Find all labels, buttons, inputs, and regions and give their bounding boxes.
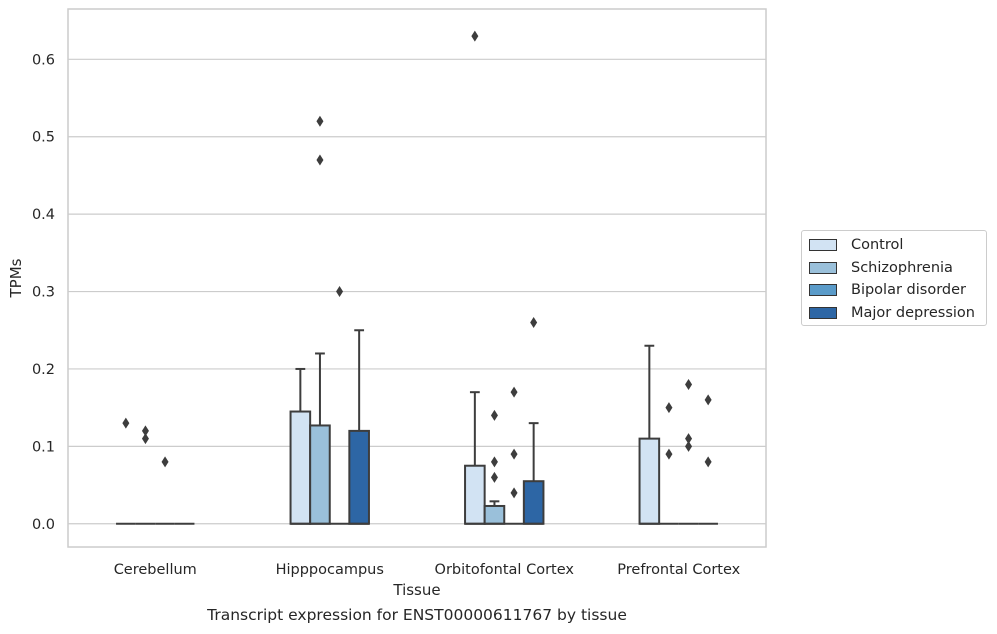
box-control-hipppocampus: [289, 367, 312, 525]
legend-swatch-bipolar-disorder: [809, 284, 837, 296]
box-schizophrenia-prefrontal-cortex: [659, 402, 679, 525]
y-tick-label: 0.6: [32, 52, 55, 68]
x-axis-title: Tissue: [392, 581, 440, 599]
outlier-point: [685, 378, 693, 390]
outlier-point: [510, 448, 518, 460]
box-body: [464, 464, 486, 525]
box-schizophrenia-orbitofontal-cortex: [483, 409, 506, 525]
legend-item-major-depression: Major depression: [809, 303, 975, 323]
outlier-point: [490, 471, 498, 483]
legend-swatch-control: [809, 239, 837, 251]
x-tick-label: Cerebellum: [114, 562, 197, 578]
outlier-point: [316, 154, 324, 166]
legend-item-bipolar-disorder: Bipolar disorder: [809, 280, 966, 300]
box-major-depression-hipppocampus: [348, 329, 370, 525]
y-axis-title: TPMs: [7, 258, 25, 298]
legend-label-bipolar-disorder: Bipolar disorder: [851, 282, 966, 298]
box-schizophrenia-hipppocampus: [309, 115, 331, 525]
outlier-point: [704, 394, 712, 406]
y-tick-label: 0.2: [32, 362, 55, 378]
box-body: [348, 429, 370, 525]
outlier-point: [122, 417, 130, 429]
box-bipolar-disorder-cerebellum: [155, 456, 175, 525]
legend-swatch-major-depression: [809, 307, 837, 319]
outlier-point: [685, 433, 693, 445]
outlier-point: [530, 317, 538, 329]
outlier-point: [471, 30, 479, 42]
outlier-point: [510, 487, 518, 499]
legend-item-schizophrenia: Schizophrenia: [809, 258, 953, 278]
box-major-depression-orbitofontal-cortex: [522, 317, 545, 525]
box-body: [638, 437, 661, 525]
x-tick-label: Prefrontal Cortex: [617, 562, 740, 578]
outlier-point: [161, 456, 169, 468]
x-tick-label: Hipppocampus: [276, 562, 384, 578]
box-bipolar-disorder-orbitofontal-cortex: [504, 386, 524, 525]
legend-swatch-schizophrenia: [809, 262, 837, 274]
box-control-orbitofontal-cortex: [464, 30, 486, 525]
y-tick-label: 0.0: [32, 517, 55, 533]
outlier-point: [685, 440, 693, 452]
outlier-point: [336, 286, 344, 298]
plot-frame: [67, 8, 767, 548]
legend-label-schizophrenia: Schizophrenia: [851, 260, 953, 276]
legend: Control Schizophrenia Bipolar disorder M…: [801, 230, 987, 326]
box-body: [522, 480, 545, 525]
box-schizophrenia-cerebellum: [135, 425, 156, 525]
outlier-point: [510, 386, 518, 398]
outlier-point: [665, 402, 673, 414]
outlier-point: [141, 433, 149, 445]
y-tick-label: 0.5: [32, 130, 55, 146]
y-tick-label: 0.4: [32, 207, 55, 223]
outlier-point: [490, 456, 498, 468]
box-control-prefrontal-cortex: [638, 344, 661, 525]
box-major-depression-prefrontal-cortex: [698, 394, 718, 525]
outlier-point: [704, 456, 712, 468]
outlier-point: [665, 448, 673, 460]
legend-item-control: Control: [809, 235, 903, 255]
y-tick-label: 0.1: [32, 439, 55, 455]
legend-label-control: Control: [851, 237, 904, 253]
box-bipolar-disorder-prefrontal-cortex: [678, 378, 699, 525]
box-bipolar-disorder-hipppocampus: [329, 286, 350, 525]
outlier-point: [141, 425, 149, 437]
chart-caption: Transcript expression for ENST0000061176…: [207, 606, 627, 624]
outlier-point: [490, 409, 498, 421]
legend-label-major-depression: Major depression: [851, 305, 975, 321]
y-tick-label: 0.3: [32, 285, 55, 301]
x-tick-label: Orbitofontal Cortex: [435, 562, 575, 578]
box-control-cerebellum: [116, 417, 136, 525]
box-body: [289, 410, 312, 525]
outlier-point: [316, 115, 324, 127]
box-body: [483, 504, 506, 525]
box-body: [309, 424, 331, 525]
